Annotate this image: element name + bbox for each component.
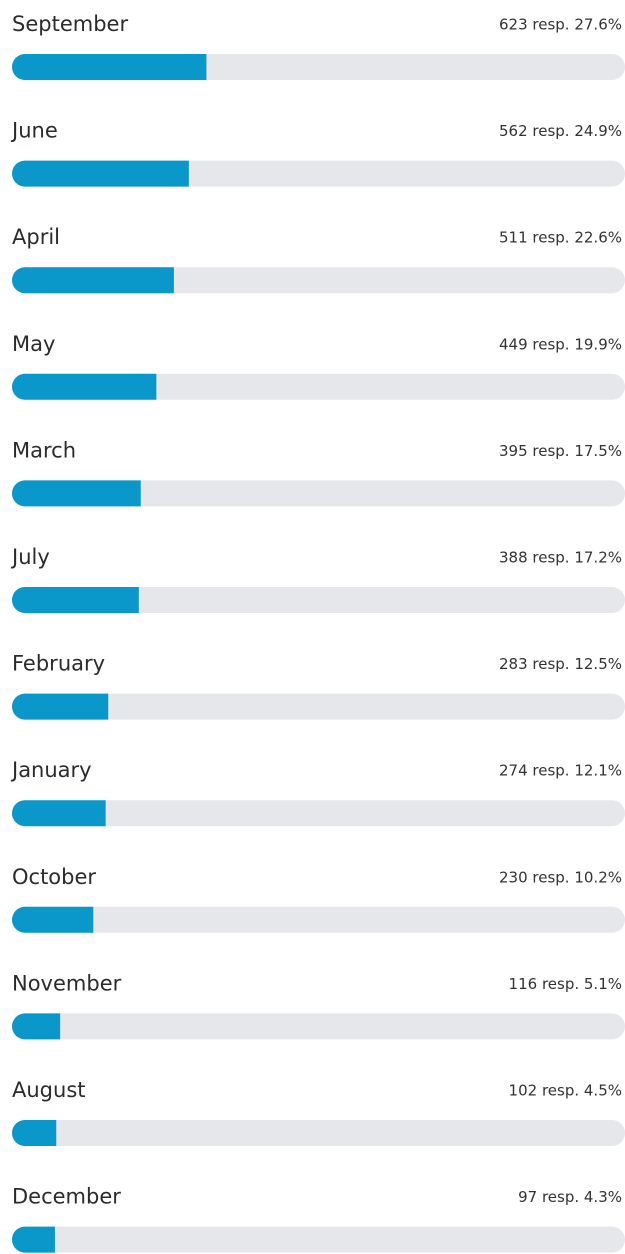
category-label: July (10, 545, 50, 569)
category-label: October (12, 865, 96, 889)
value-label: 283 resp. 12.5% (499, 655, 622, 673)
bar (12, 267, 174, 294)
value-label: 230 resp. 10.2% (499, 868, 622, 886)
category-label: September (12, 12, 128, 36)
bar (12, 906, 94, 933)
category-label: February (12, 652, 105, 676)
bar (12, 160, 189, 187)
category-label: April (12, 225, 60, 249)
value-label: 97 resp. 4.3% (518, 1188, 622, 1206)
category-label: June (10, 119, 58, 143)
bar (12, 693, 109, 720)
value-label: 102 resp. 4.5% (509, 1082, 622, 1100)
value-label: 449 resp. 19.9% (499, 335, 622, 353)
bar (12, 480, 141, 507)
category-label: December (12, 1185, 121, 1209)
bar-track (12, 693, 625, 720)
bar-track (12, 800, 625, 827)
bar-track (12, 1120, 625, 1146)
value-label: 623 resp. 27.6% (499, 16, 622, 34)
value-label: 562 resp. 24.9% (499, 122, 622, 140)
category-label: March (12, 438, 76, 462)
category-label: May (12, 332, 55, 356)
bar (12, 800, 106, 827)
value-label: 388 resp. 17.2% (499, 549, 622, 567)
bar (12, 54, 207, 80)
value-label: 274 resp. 12.1% (499, 762, 622, 780)
value-label: 511 resp. 22.6% (499, 229, 622, 247)
bar (12, 587, 139, 613)
bar (12, 1013, 61, 1040)
category-label: January (10, 758, 92, 782)
bar-track (12, 1226, 625, 1253)
category-label: August (12, 1078, 86, 1102)
bar-track (12, 373, 625, 400)
bar (12, 373, 157, 400)
value-label: 116 resp. 5.1% (509, 975, 622, 993)
bar (12, 1120, 57, 1146)
category-label: November (12, 971, 122, 995)
bar-track (12, 906, 625, 933)
value-label: 395 resp. 17.5% (499, 442, 622, 460)
bar-track (12, 480, 625, 507)
bar-track (12, 1013, 625, 1040)
bar-track (12, 587, 625, 613)
bar (12, 1226, 55, 1253)
